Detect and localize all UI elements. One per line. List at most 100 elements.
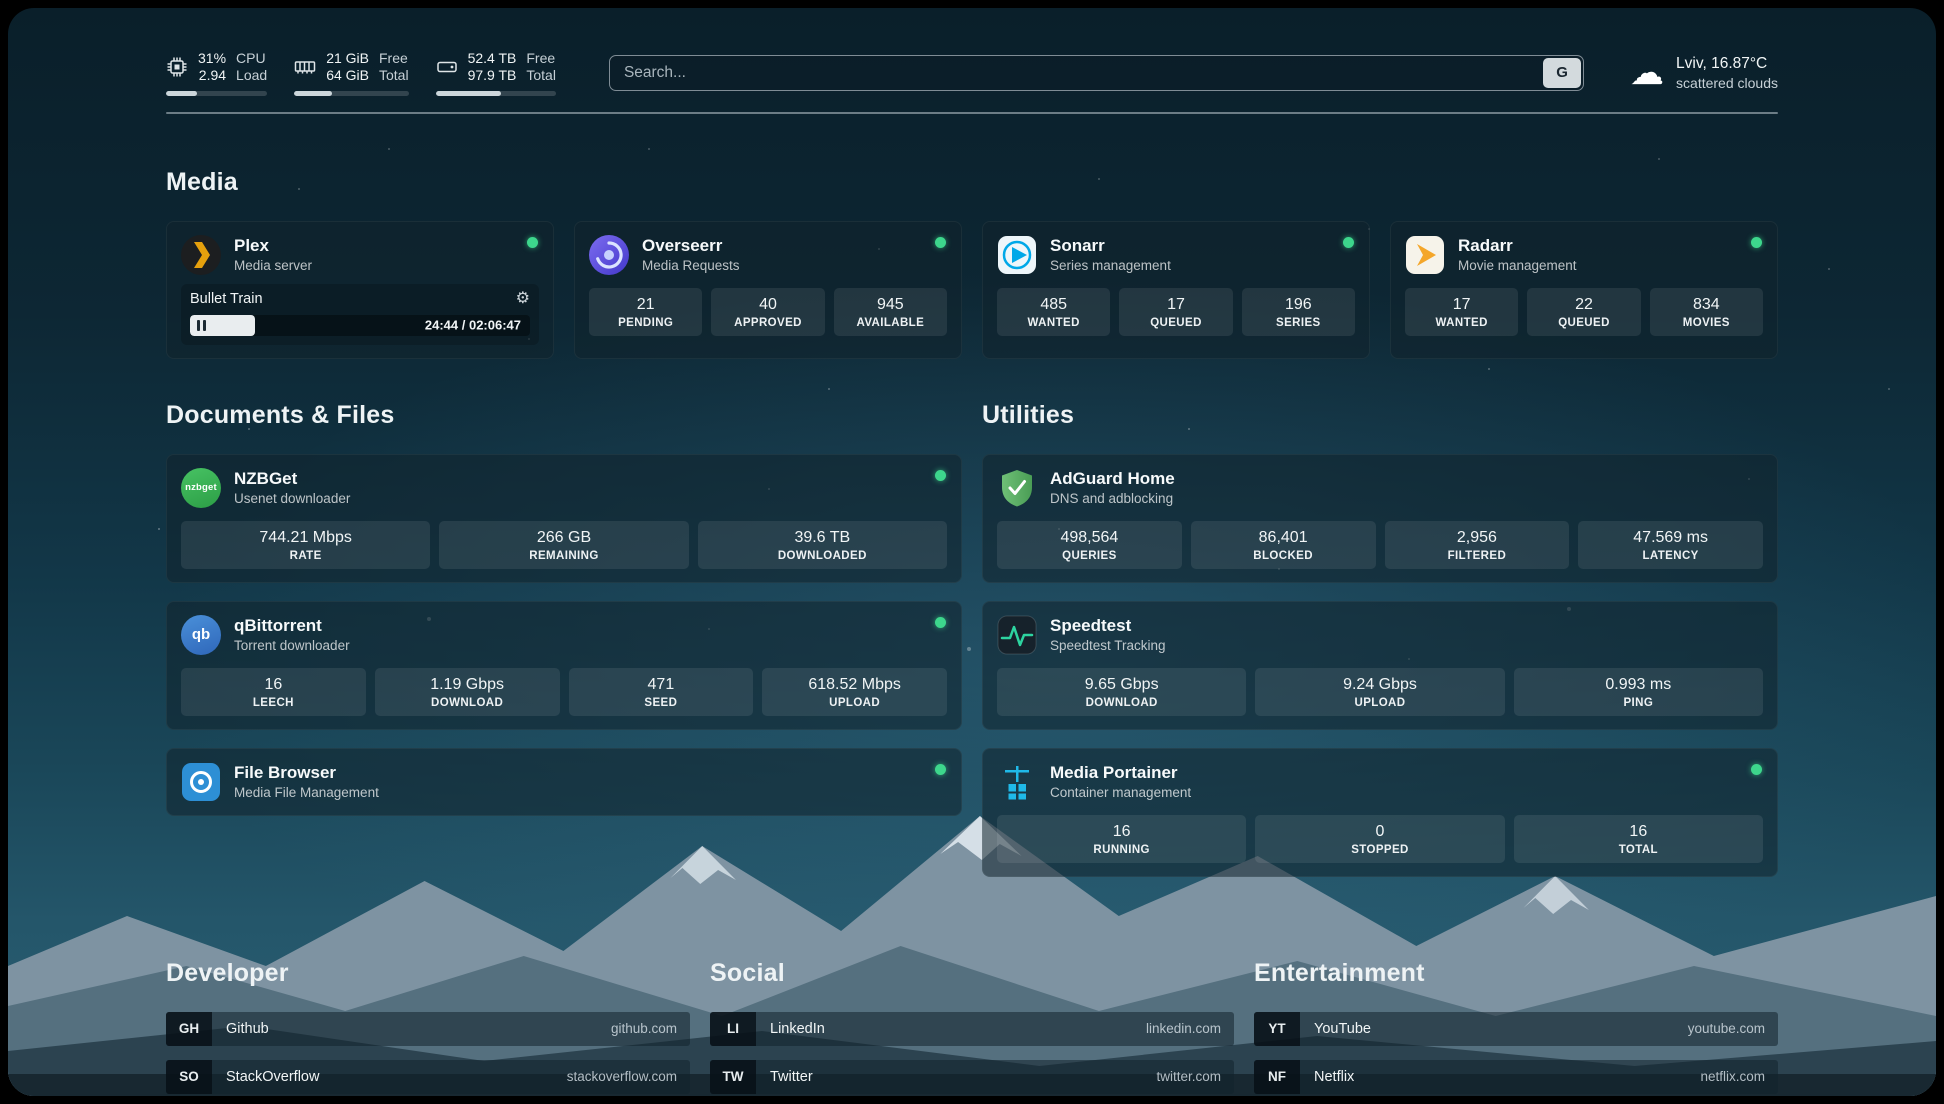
utilities-heading: Utilities	[982, 400, 1075, 429]
memory-free-label: Free	[379, 50, 408, 66]
stat-approved: 40 APPROVED	[711, 287, 825, 336]
stat-pending: 21 PENDING	[589, 287, 703, 336]
service-name: Speedtest	[1050, 615, 1132, 635]
memory-widget: 21 GiB 64 GiB Free Total	[294, 50, 409, 96]
service-subtitle: Usenet downloader	[234, 491, 351, 507]
service-name: qBittorrent	[234, 615, 322, 635]
bookmark-group-social: Social LI LinkedIn linkedin.com TW Twitt…	[710, 959, 1234, 1096]
youtube-icon: YT	[1254, 1011, 1300, 1046]
cpu-label: CPU	[236, 50, 266, 66]
bookmark-stackoverflow[interactable]: SO StackOverflow stackoverflow.com	[166, 1059, 690, 1094]
stat-filtered: 2,956 FILTERED	[1384, 520, 1570, 569]
plex-now-playing: Bullet Train ⚙ 24:44 / 02:06:47	[181, 283, 539, 345]
gear-icon[interactable]: ⚙	[515, 289, 530, 307]
speedtest-icon	[997, 615, 1037, 655]
portainer-icon	[997, 762, 1037, 802]
bookmark-netflix[interactable]: NF Netflix netflix.com	[1254, 1059, 1778, 1094]
weather-condition: scattered clouds	[1676, 74, 1778, 91]
section-utilities: Utilities AdGuard Home DNS and	[982, 401, 1778, 895]
service-card-filebrowser[interactable]: File Browser Media File Management	[166, 747, 962, 816]
disk-bar	[435, 90, 556, 96]
status-dot	[935, 236, 946, 248]
bookmark-linkedin[interactable]: LI LinkedIn linkedin.com	[710, 1011, 1234, 1046]
service-card-nzbget[interactable]: nzbget NZBGet Usenet downloader 744.21 M…	[166, 453, 962, 583]
service-card-radarr[interactable]: Radarr Movie management 17 WANTED 22 QUEUE…	[1390, 220, 1778, 359]
status-dot	[935, 616, 946, 628]
sonarr-icon	[997, 235, 1037, 275]
stat-wanted: 485 WANTED	[997, 287, 1111, 336]
status-dot	[935, 469, 946, 481]
service-name: File Browser	[234, 762, 337, 782]
search-provider-button[interactable]: G	[1543, 57, 1582, 88]
adguard-icon	[997, 468, 1037, 508]
service-subtitle: Media File Management	[234, 785, 379, 801]
stat-leech: 16 LEECH	[181, 667, 366, 716]
service-card-sonarr[interactable]: Sonarr Series management 485 WANTED 17 QUE…	[982, 220, 1370, 359]
memory-total-value: 64 GiB	[326, 66, 369, 83]
stat-queued: 17 QUEUED	[1119, 287, 1233, 336]
status-dot	[1751, 763, 1762, 775]
memory-icon	[294, 61, 316, 74]
pause-icon[interactable]	[197, 319, 206, 331]
cloud-icon: ☁	[1630, 53, 1665, 92]
twitter-icon: TW	[710, 1059, 756, 1094]
status-dot	[1343, 236, 1354, 248]
cpu-bar	[166, 90, 268, 96]
social-heading: Social	[710, 958, 785, 987]
status-dot	[935, 763, 946, 775]
service-card-adguard[interactable]: AdGuard Home DNS and adblocking 498,564 Q…	[982, 453, 1778, 583]
stat-wanted: 17 WANTED	[1405, 287, 1519, 336]
memory-bar	[294, 90, 409, 96]
stat-download: 1.19 Gbps DOWNLOAD	[374, 667, 560, 716]
service-card-speedtest[interactable]: Speedtest Speedtest Tracking 9.65 Gbps DO…	[982, 600, 1778, 730]
disk-free-value: 52.4 TB	[467, 50, 517, 66]
stackoverflow-icon: SO	[166, 1059, 212, 1094]
service-name: NZBGet	[234, 468, 298, 488]
now-playing-title: Bullet Train	[190, 290, 263, 307]
service-name: Overseerr	[642, 235, 723, 255]
section-media: Media Plex Media server	[166, 168, 1778, 359]
developer-heading: Developer	[166, 958, 289, 987]
nzbget-icon: nzbget	[181, 467, 221, 508]
disk-total-label: Total	[526, 66, 556, 83]
qbittorrent-icon: qb	[181, 614, 221, 655]
service-subtitle: Media Requests	[642, 258, 740, 274]
bookmark-group-entertainment: Entertainment YT YouTube youtube.com NF …	[1254, 959, 1778, 1096]
stat-movies: 834 MOVIES	[1649, 287, 1763, 336]
disk-widget: 52.4 TB 97.9 TB Free Total	[435, 50, 556, 96]
stat-upload: 9.24 Gbps UPLOAD	[1255, 667, 1505, 716]
header-divider	[166, 111, 1778, 114]
service-name: Media Portainer	[1050, 762, 1178, 782]
snow-speckles	[8, 8, 10, 10]
bookmark-youtube[interactable]: YT YouTube youtube.com	[1254, 1011, 1778, 1046]
entertainment-heading: Entertainment	[1254, 958, 1425, 987]
service-card-portainer[interactable]: Media Portainer Container management 16 R…	[982, 747, 1778, 877]
memory-free-value: 21 GiB	[326, 50, 369, 66]
disk-free-label: Free	[526, 50, 556, 66]
search-bar: G	[608, 54, 1585, 91]
search-input[interactable]	[608, 54, 1585, 91]
status-dot	[1751, 236, 1762, 248]
cpu-percent: 31%	[198, 50, 227, 66]
stat-download: 9.65 Gbps DOWNLOAD	[997, 667, 1247, 716]
netflix-icon: NF	[1254, 1059, 1300, 1094]
bookmark-twitter[interactable]: TW Twitter twitter.com	[710, 1059, 1234, 1094]
stat-latency: 47.569 ms LATENCY	[1578, 520, 1763, 569]
stat-series: 196 SERIES	[1241, 287, 1355, 336]
service-subtitle: Media server	[234, 258, 313, 274]
service-subtitle: Torrent downloader	[234, 638, 350, 654]
playback-time: 24:44 / 02:06:47	[424, 317, 521, 333]
bookmark-github[interactable]: GH Github github.com	[166, 1011, 690, 1046]
service-card-plex[interactable]: Plex Media server Bullet Train ⚙	[166, 220, 554, 359]
stat-blocked: 86,401 BLOCKED	[1190, 520, 1376, 569]
stat-queries: 498,564 QUERIES	[997, 520, 1182, 569]
service-subtitle: Series management	[1050, 258, 1171, 274]
linkedin-icon: LI	[710, 1011, 756, 1046]
status-dot	[527, 236, 538, 248]
playback-progress-bar[interactable]: 24:44 / 02:06:47	[190, 314, 530, 336]
cpu-icon	[167, 57, 187, 77]
service-card-overseerr[interactable]: Overseerr Media Requests 21 PENDING 40 APP…	[574, 220, 962, 359]
service-card-qbittorrent[interactable]: qb qBittorrent Torrent downloader 16 LEEC…	[166, 600, 962, 730]
service-name: Radarr	[1458, 235, 1513, 255]
disk-icon	[436, 61, 457, 73]
